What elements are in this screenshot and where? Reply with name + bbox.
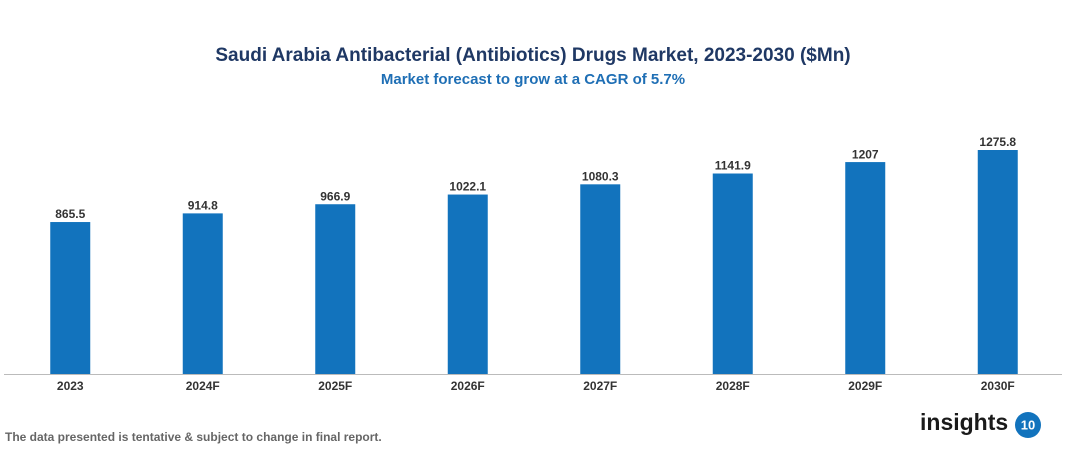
data-label: 1275.8 xyxy=(979,135,1016,149)
footnote: The data presented is tentative & subjec… xyxy=(5,430,382,444)
x-tick-label: 2026F xyxy=(451,379,485,393)
data-label: 1207 xyxy=(852,147,879,161)
data-label: 1022.1 xyxy=(449,180,486,194)
bar xyxy=(447,194,488,374)
x-tick-label: 2028F xyxy=(716,379,750,393)
bar xyxy=(182,213,223,374)
x-tick-label: 2027F xyxy=(583,379,617,393)
data-label: 1141.9 xyxy=(715,159,751,173)
bar xyxy=(50,222,91,374)
logo-badge-text: 10 xyxy=(1021,417,1035,432)
x-tick-label: 2024F xyxy=(186,379,220,393)
bar xyxy=(712,173,753,374)
bar xyxy=(580,184,621,374)
bar xyxy=(977,150,1018,374)
logo-badge xyxy=(1015,412,1041,438)
x-tick-label: 2029F xyxy=(848,379,882,393)
x-tick-label: 2025F xyxy=(318,379,352,393)
x-tick-label: 2023 xyxy=(57,379,84,393)
chart-title: Saudi Arabia Antibacterial (Antibiotics)… xyxy=(215,45,850,66)
data-label: 966.9 xyxy=(320,189,350,203)
x-tick-label: 2030F xyxy=(981,379,1015,393)
bar xyxy=(845,162,886,374)
data-label: 914.8 xyxy=(188,199,218,213)
bar xyxy=(315,204,356,374)
chart-subtitle: Market forecast to grow at a CAGR of 5.7… xyxy=(381,71,685,88)
data-label: 865.5 xyxy=(55,207,85,221)
logo-text: insights xyxy=(920,409,1008,435)
data-label: 1080.3 xyxy=(582,169,619,183)
